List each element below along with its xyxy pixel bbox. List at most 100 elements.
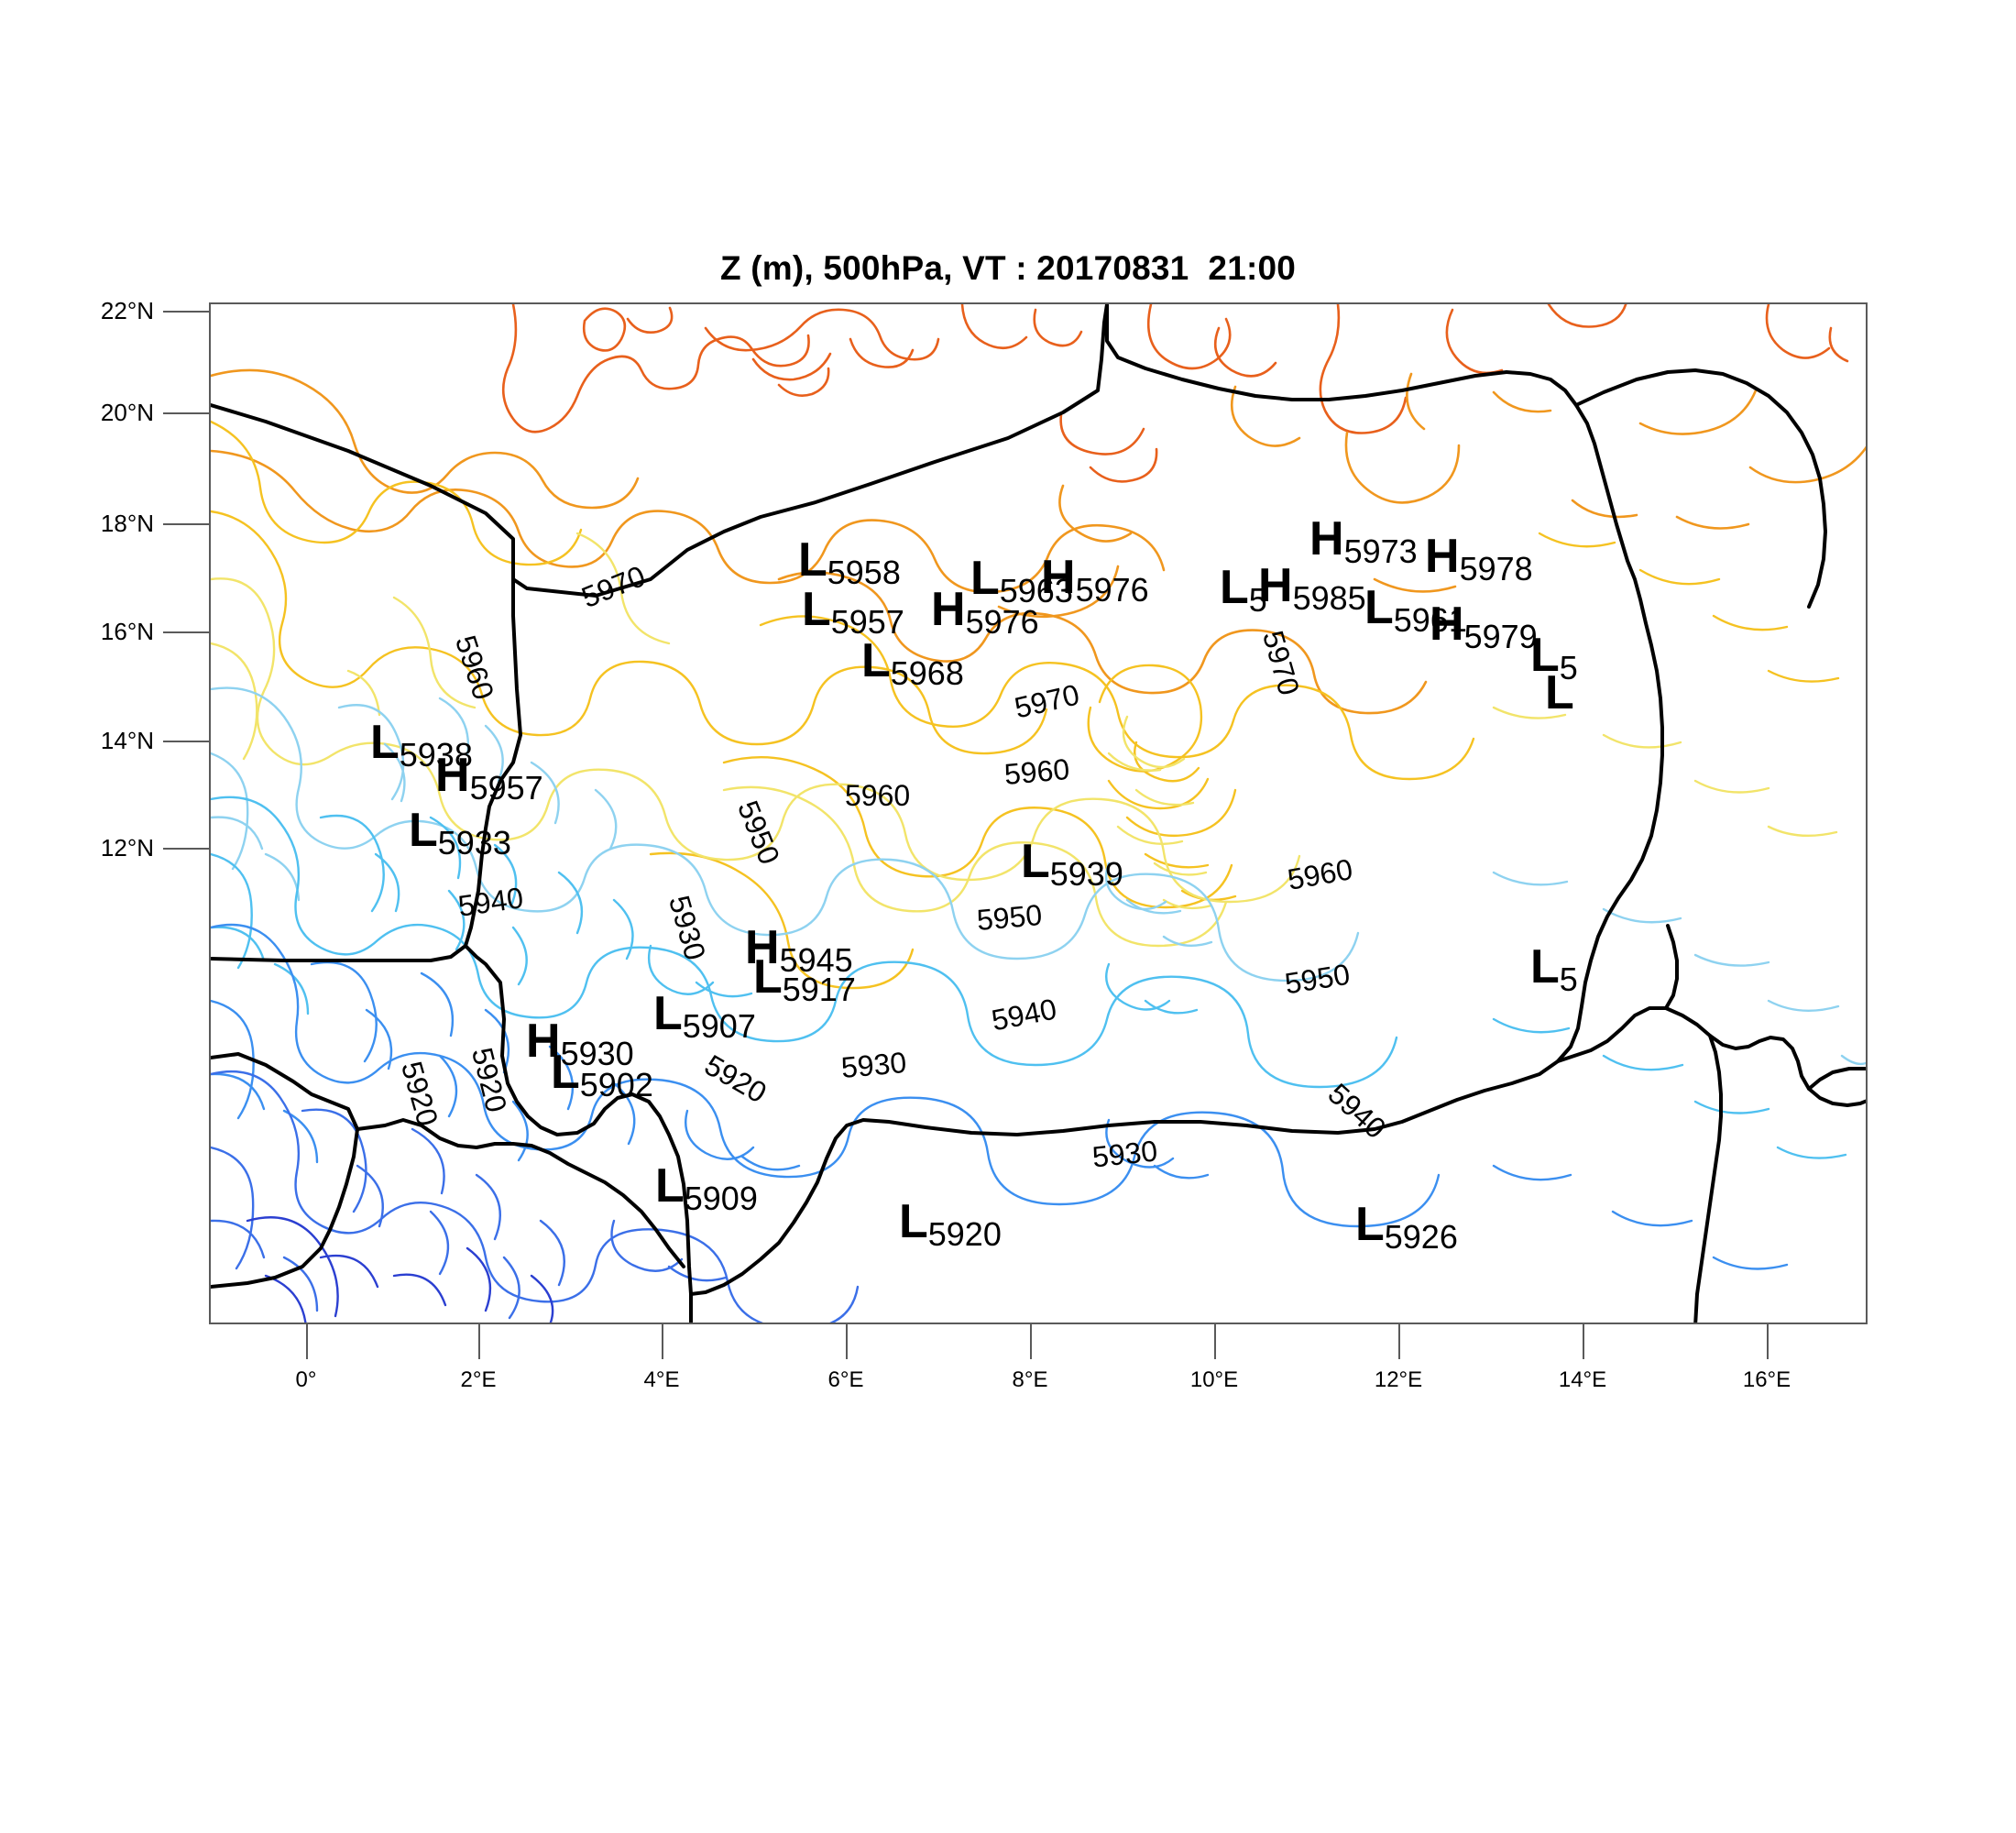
extremum-marker: L5926 (1355, 1201, 1458, 1254)
page-title: Z (m), 500hPa, VT : 20170831 21:00 (719, 249, 1297, 287)
contour-plot-frame: 5970 5960 5970 5960 5960 5950 5970 5960 5940 5930… (209, 302, 1868, 1324)
y-axis-tick (163, 848, 211, 850)
extremum-marker: H5976 (1041, 551, 1149, 607)
extremum-marker: H5985 (1258, 562, 1366, 615)
y-axis-tick (163, 311, 211, 313)
extremum-marker: L5 (1220, 564, 1274, 617)
x-axis-tick (478, 1324, 480, 1359)
extremum-type: L (370, 716, 400, 769)
extremum-marker: L5938 (370, 716, 473, 772)
extremum-type: H (1309, 512, 1344, 565)
contour-lines (211, 304, 1866, 1323)
x-axis-label: 0° (295, 1367, 317, 1392)
extremum-marker: H5973 (1309, 512, 1418, 568)
y-axis-label: 22°N (100, 297, 154, 324)
contour-5980 (501, 304, 1849, 483)
contour-5950 (211, 532, 1838, 948)
extremum-type: L (551, 1046, 580, 1099)
extremum-value: 5 (1559, 649, 1578, 686)
extremum-value: 5933 (437, 824, 511, 862)
x-axis-label: 6°E (827, 1367, 864, 1392)
extremum-type: H (931, 583, 966, 636)
extremum-value: 5973 (1343, 532, 1418, 570)
x-axis-label: 16°E (1742, 1367, 1791, 1392)
extremum-marker: L5 (1530, 943, 1578, 996)
y-axis-tick (163, 412, 211, 414)
y-axis-label: 12°N (100, 834, 154, 862)
extremum-type: L (1545, 666, 1574, 719)
contour-label: 5960 (845, 779, 911, 812)
extremum-type: H (745, 921, 780, 974)
extremum-type: L (753, 950, 783, 1004)
contour-5940 (211, 686, 1866, 1066)
x-axis-tick (662, 1324, 663, 1359)
contour-label: 5950 (975, 897, 1044, 938)
x-axis-tick (306, 1324, 308, 1359)
extremum-type: L (1364, 581, 1394, 634)
extremum-marker: L5963 (970, 554, 1073, 608)
extremum-marker: H5979 (1430, 600, 1538, 653)
y-axis-label: 16°N (100, 618, 154, 645)
x-axis-tick (1030, 1324, 1032, 1359)
y-axis-label: 20°N (100, 399, 154, 426)
extremum-type: H (526, 1015, 561, 1068)
extremum-value: 5930 (560, 1035, 634, 1072)
extremum-value: 5957 (469, 769, 543, 807)
extremum-marker: H5978 (1425, 532, 1533, 586)
extremum-value: 5963 (999, 572, 1073, 609)
extremum-type: L (861, 634, 891, 687)
extremum-value: 5939 (1049, 855, 1123, 893)
extremum-marker: L5902 (551, 1046, 653, 1102)
x-axis-label: 14°E (1558, 1367, 1607, 1392)
extremum-type: L (798, 533, 827, 587)
extremum-value: 5902 (579, 1066, 653, 1103)
extremum-value: 5978 (1459, 550, 1533, 587)
extremum-type: H (1041, 551, 1076, 604)
extremum-value: 5909 (684, 1180, 758, 1217)
extremum-value: 5938 (399, 736, 473, 774)
extremum-value: 5917 (782, 971, 856, 1008)
extremum-value: 5976 (965, 603, 1039, 641)
extremum-type: L (655, 1159, 685, 1213)
extremum-marker: L5920 (899, 1198, 1002, 1251)
extremum-marker: L5909 (655, 1159, 758, 1215)
x-axis-tick (846, 1324, 848, 1359)
extremum-marker: H5976 (931, 583, 1039, 639)
extremum-type: L (409, 804, 438, 857)
contour-5900 (246, 1216, 554, 1323)
y-axis-label: 14°N (100, 727, 154, 754)
y-axis-tick (163, 631, 211, 633)
extremum-marker: L5907 (653, 987, 756, 1043)
contour-5920 (211, 923, 1789, 1270)
contour-5960 (211, 420, 1840, 990)
extremum-marker: L5958 (798, 533, 901, 589)
extremum-marker: H5930 (526, 1015, 634, 1070)
extremum-value: 5920 (927, 1215, 1002, 1253)
x-axis-tick (1214, 1324, 1216, 1359)
extremum-value: 5958 (827, 554, 901, 591)
extremum-type: L (653, 987, 683, 1040)
x-axis-tick (1767, 1324, 1769, 1359)
extremum-marker: L5939 (1021, 838, 1123, 891)
extremum-value: 5976 (1075, 571, 1149, 609)
extremum-value: 5 (1248, 581, 1274, 619)
x-axis-label: 8°E (1012, 1367, 1048, 1392)
contour-5910 (211, 1070, 860, 1323)
extremum-value: 5907 (682, 1007, 756, 1045)
extremum-value: 5945 (779, 941, 853, 979)
x-axis-label: 4°E (643, 1367, 680, 1392)
extremum-type: L (1530, 629, 1560, 682)
extremum-value: 5979 (1463, 618, 1538, 655)
extremum-marker: L5957 (802, 586, 904, 639)
contour-5930 (211, 796, 1847, 1159)
extremum-value: 5985 (1292, 579, 1366, 617)
extremum-marker: L5961 (1364, 581, 1467, 637)
x-axis-label: 12°E (1374, 1367, 1423, 1392)
extremum-value: 5957 (830, 603, 904, 641)
coastline-borders (211, 304, 1866, 1323)
x-axis-label: 2°E (460, 1367, 497, 1392)
extremum-value: 5 (1559, 960, 1578, 998)
extremum-marker: L5968 (861, 634, 964, 690)
extremum-value: 5968 (890, 654, 964, 692)
